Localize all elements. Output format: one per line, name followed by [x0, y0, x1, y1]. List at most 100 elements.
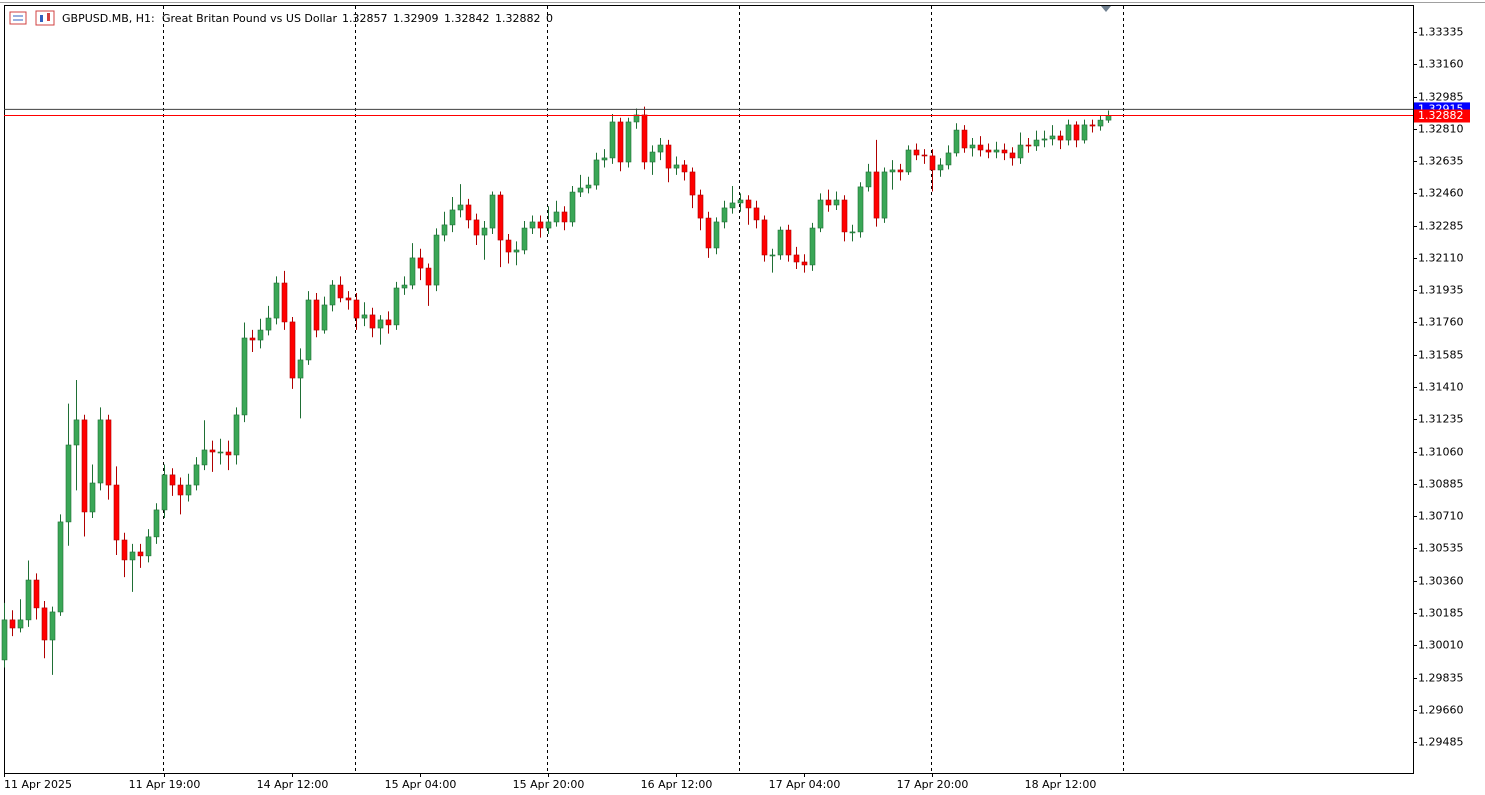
y-tick-label: 1.31410: [1418, 381, 1464, 394]
candle-body: [769, 254, 776, 257]
candle-body: [49, 611, 56, 641]
x-tick-label: 15 Apr 20:00: [513, 778, 585, 791]
candle-body: [585, 184, 592, 189]
candle-body: [361, 314, 368, 319]
candle-body: [977, 144, 984, 151]
candle-body: [801, 261, 808, 266]
candle-body: [121, 539, 128, 561]
candle-body: [385, 319, 392, 326]
candle-body: [321, 304, 328, 331]
candle-body: [729, 202, 736, 209]
toolbar-icons: [9, 10, 55, 26]
y-tick-label: 1.33160: [1418, 58, 1464, 71]
y-tick-label: 1.31235: [1418, 413, 1464, 426]
y-tick-label: 1.31760: [1418, 316, 1464, 329]
x-tick-label: 17 Apr 20:00: [897, 778, 969, 791]
symbol: GBPUSD.MB, H1:: [62, 12, 155, 25]
candle-body: [289, 321, 296, 379]
candle-body: [129, 551, 136, 561]
candle-body: [345, 297, 352, 301]
candle-body: [1073, 124, 1080, 141]
header-value: 0: [546, 12, 553, 25]
candle-body: [489, 194, 496, 229]
x-tick-label: 14 Apr 12:00: [257, 778, 329, 791]
x-tick-label: 11 Apr 19:00: [129, 778, 201, 791]
candle-body: [1041, 138, 1048, 141]
candle-body: [201, 449, 208, 466]
y-tick-label: 1.30185: [1418, 607, 1464, 620]
candle-body: [1097, 119, 1104, 127]
candle-body: [849, 231, 856, 234]
candle-body: [1, 619, 8, 661]
candle-body: [169, 474, 176, 486]
candle-body: [1001, 149, 1008, 154]
candle-body: [153, 509, 160, 538]
candle-body: [857, 186, 864, 233]
candle-body: [73, 419, 80, 446]
candle-body: [529, 221, 536, 229]
candle-body: [97, 419, 104, 484]
candle-body: [25, 579, 32, 621]
candle-body: [873, 171, 880, 219]
candle-body: [569, 191, 576, 223]
candle-body: [889, 169, 896, 173]
x-tick-label: 15 Apr 04:00: [385, 778, 457, 791]
candle-body: [601, 157, 608, 161]
y-tick-label: 1.30885: [1418, 478, 1464, 491]
candle-body: [577, 187, 584, 193]
icon-bar: [47, 13, 50, 21]
candle-body: [993, 149, 1000, 153]
candle-body: [561, 211, 568, 223]
candle-body: [705, 217, 712, 249]
candle-body: [833, 199, 840, 206]
candle-body: [57, 521, 64, 613]
header-low: 1.32842: [444, 12, 490, 25]
candle-body: [505, 239, 512, 253]
candle-body: [65, 444, 72, 523]
candle-body: [953, 129, 960, 154]
candle-body: [369, 314, 376, 329]
candle-body: [681, 164, 688, 173]
candle-body: [1105, 115, 1112, 121]
y-tick-label: 1.30010: [1418, 639, 1464, 652]
candle-body: [137, 551, 144, 557]
candle-body: [393, 287, 400, 326]
candle-body: [1017, 144, 1024, 159]
candle-body: [617, 121, 624, 163]
bid-label: 1.32882: [1418, 109, 1464, 122]
x-tick-label: 11 Apr 2025: [4, 778, 72, 791]
candle-body: [897, 169, 904, 173]
candle-body: [905, 149, 912, 173]
candle-body: [713, 221, 720, 249]
candle-body: [841, 199, 848, 233]
candle-body: [665, 144, 672, 169]
candle-body: [1049, 135, 1056, 140]
candle-body: [1025, 144, 1032, 147]
candle-body: [241, 337, 248, 416]
candle-body: [441, 224, 448, 236]
candle-body: [985, 149, 992, 153]
header-high: 1.32909: [393, 12, 439, 25]
candle-body: [745, 199, 752, 209]
x-tick-label: 16 Apr 12:00: [641, 778, 713, 791]
candle-body: [945, 152, 952, 166]
bid-label-box: [1414, 109, 1470, 123]
candle-body: [17, 619, 24, 629]
candle-body: [353, 299, 360, 319]
candle-body: [313, 299, 320, 331]
y-tick-label: 1.32985: [1418, 91, 1464, 104]
candle-body: [793, 254, 800, 263]
candle-body: [281, 282, 288, 323]
candle-body: [553, 211, 560, 223]
candle-body: [425, 267, 432, 286]
candle-body: [785, 229, 792, 256]
candle-body: [689, 171, 696, 196]
candle-body: [257, 329, 264, 341]
candle-body: [305, 299, 312, 361]
icon-bar: [40, 15, 43, 22]
candle-body: [721, 207, 728, 223]
candle-body: [929, 155, 936, 171]
candle-body: [881, 171, 888, 219]
candle-body: [233, 414, 240, 456]
candle-body: [969, 144, 976, 149]
